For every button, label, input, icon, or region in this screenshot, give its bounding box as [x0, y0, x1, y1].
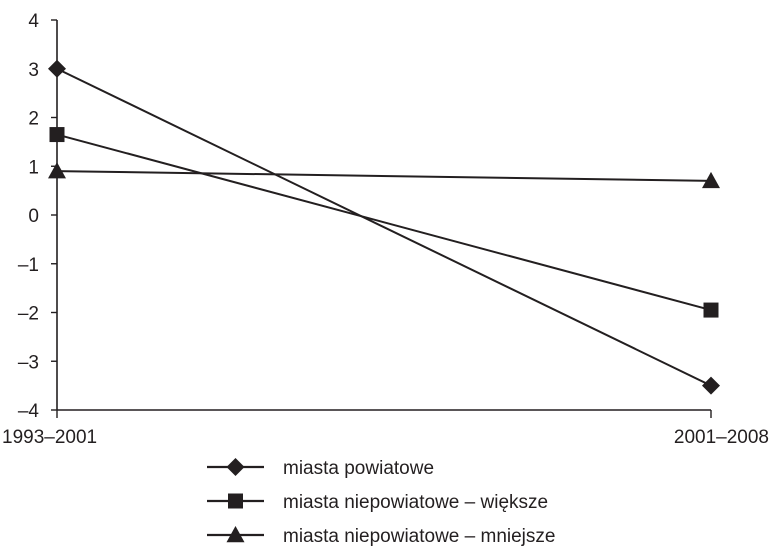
y-tick-label: –2 — [18, 304, 39, 325]
legend-item: miasta powiatowe — [207, 458, 434, 479]
data-point-marker — [702, 376, 720, 395]
series-line — [56, 170, 712, 182]
y-tick-label: 3 — [28, 60, 39, 81]
data-point-marker — [703, 302, 719, 318]
legend-item: miasta niepowiatowe – mniejsze — [207, 526, 555, 547]
y-tick-label: 4 — [28, 11, 39, 32]
legend-label: miasta niepowiatowe – mniejsze — [283, 526, 555, 547]
y-tick-label: 1 — [28, 157, 39, 178]
legend-marker — [228, 493, 243, 509]
series-line — [56, 133, 712, 312]
y-tick-label: –1 — [18, 255, 39, 276]
y-tick-label: 0 — [28, 206, 39, 227]
x-tick-label: 2001–2008 — [674, 427, 769, 448]
y-tick-label: 2 — [28, 109, 39, 130]
data-point-marker — [48, 162, 66, 179]
data-point-marker — [702, 171, 720, 189]
y-tick-label: –3 — [18, 352, 39, 373]
series-line — [56, 67, 712, 387]
legend-label: miasta niepowiatowe – większe — [283, 492, 548, 513]
data-point-marker — [48, 59, 66, 78]
legend-marker — [226, 526, 245, 543]
data-point-marker — [49, 127, 65, 143]
legend-marker — [226, 458, 245, 476]
x-tick-label: 1993–2001 — [2, 427, 97, 448]
legend-item: miasta niepowiatowe – większe — [207, 492, 548, 513]
legend-label: miasta powiatowe — [283, 458, 434, 479]
y-tick-label: –4 — [18, 401, 40, 422]
